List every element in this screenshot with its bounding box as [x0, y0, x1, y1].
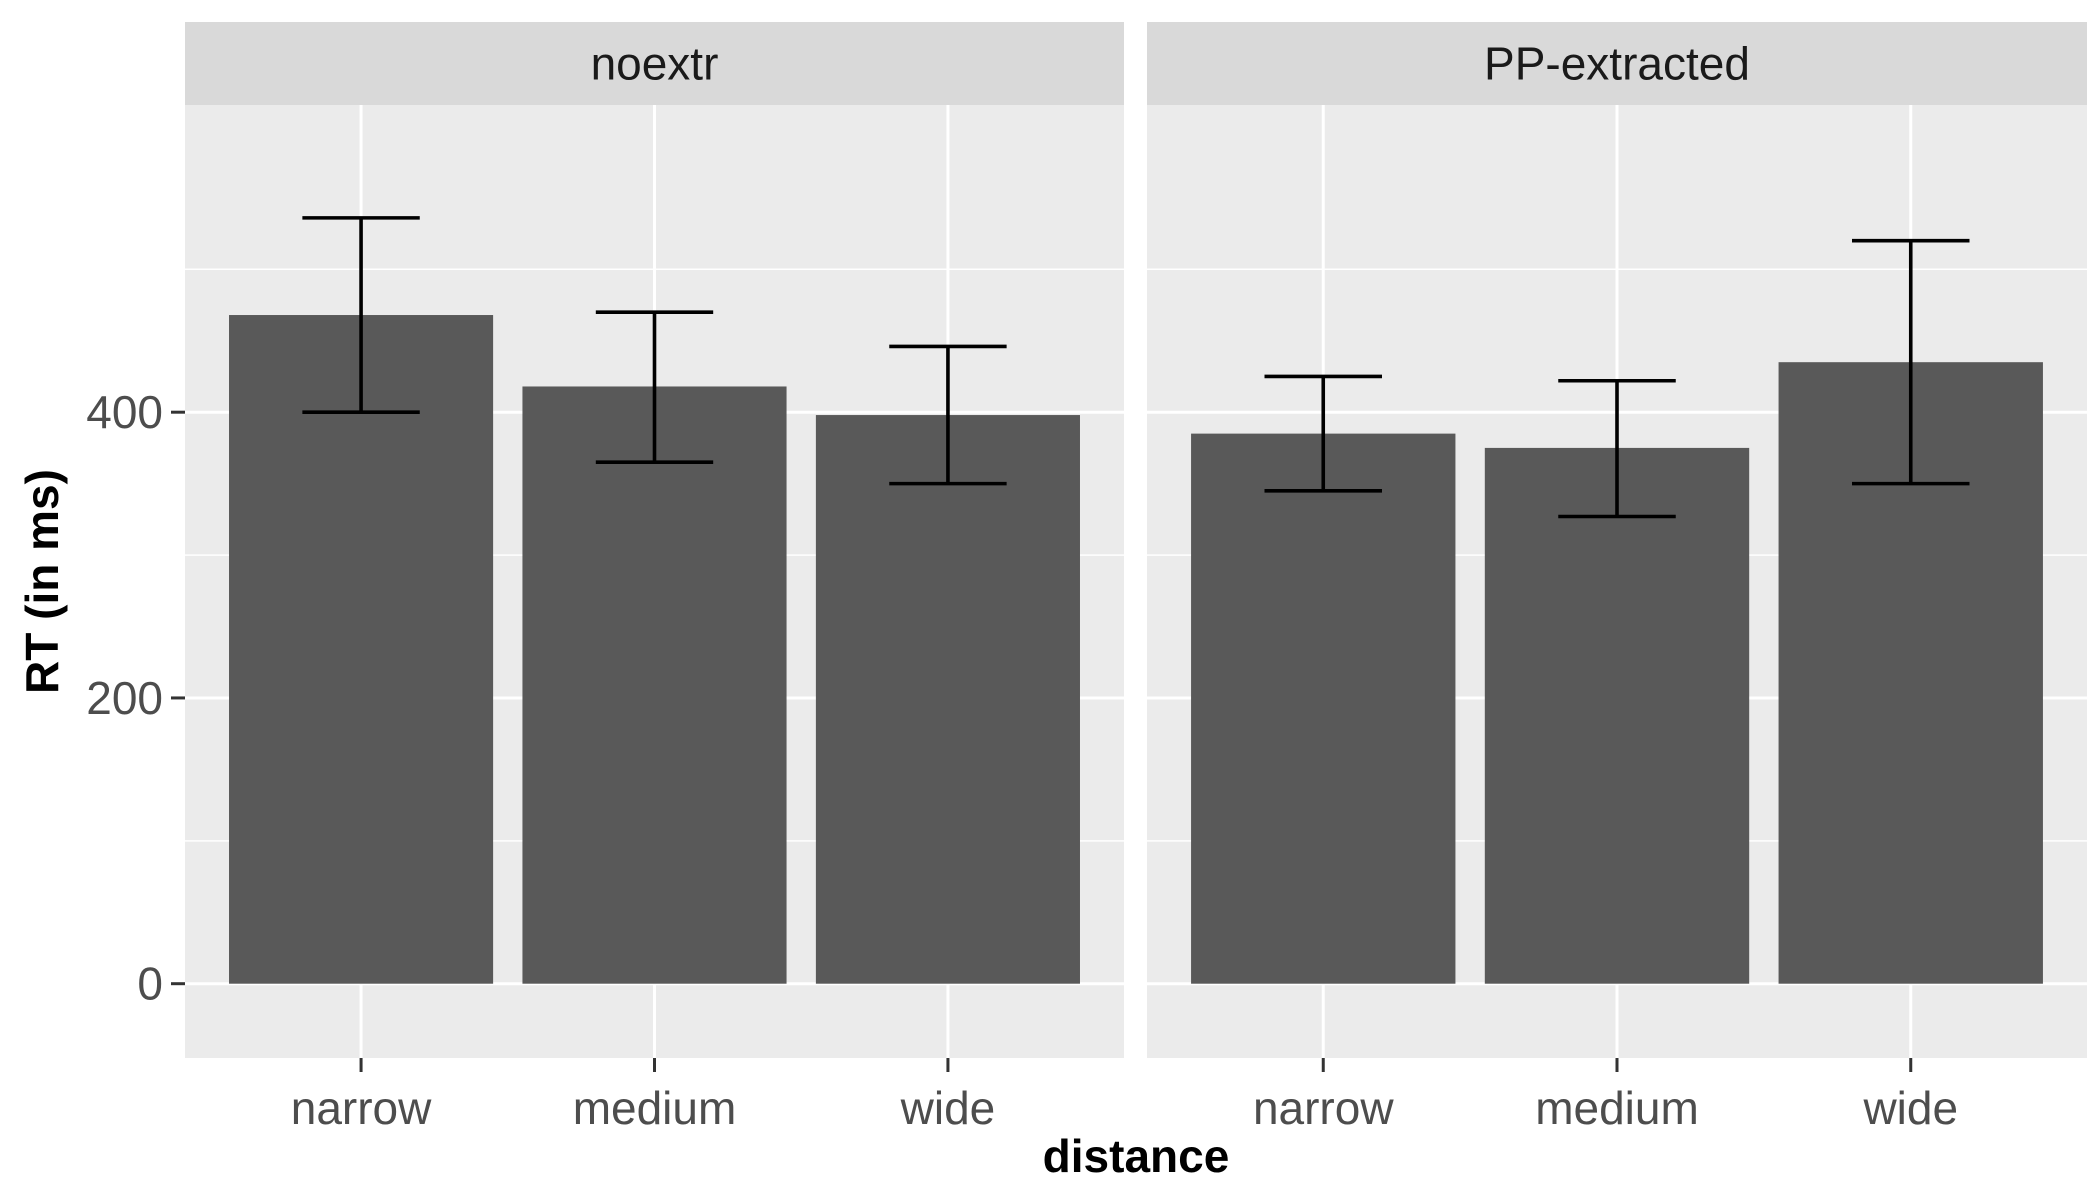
- facet-label: PP-extracted: [1484, 38, 1750, 90]
- facet-label: noextr: [591, 38, 719, 90]
- facet-strip: [1147, 22, 2087, 105]
- y-tick-label: 200: [86, 672, 163, 724]
- y-tick-label: 0: [137, 958, 163, 1010]
- y-tick-label: 400: [86, 386, 163, 438]
- x-axis-title: distance: [1043, 1130, 1230, 1182]
- x-tick-label: narrow: [291, 1082, 432, 1134]
- x-tick-label: medium: [1535, 1082, 1699, 1134]
- y-axis-title: RT (in ms): [16, 469, 68, 694]
- x-tick-label: wide: [900, 1082, 996, 1134]
- bar-medium: [522, 386, 787, 984]
- x-tick-label: narrow: [1253, 1082, 1394, 1134]
- bar-narrow: [229, 315, 494, 984]
- bar-narrow: [1191, 433, 1456, 984]
- x-tick-label: wide: [1862, 1082, 1958, 1134]
- facet-strip: [185, 22, 1124, 105]
- bar-medium: [1484, 447, 1750, 984]
- bar-wide: [815, 415, 1080, 984]
- x-tick-label: medium: [573, 1082, 737, 1134]
